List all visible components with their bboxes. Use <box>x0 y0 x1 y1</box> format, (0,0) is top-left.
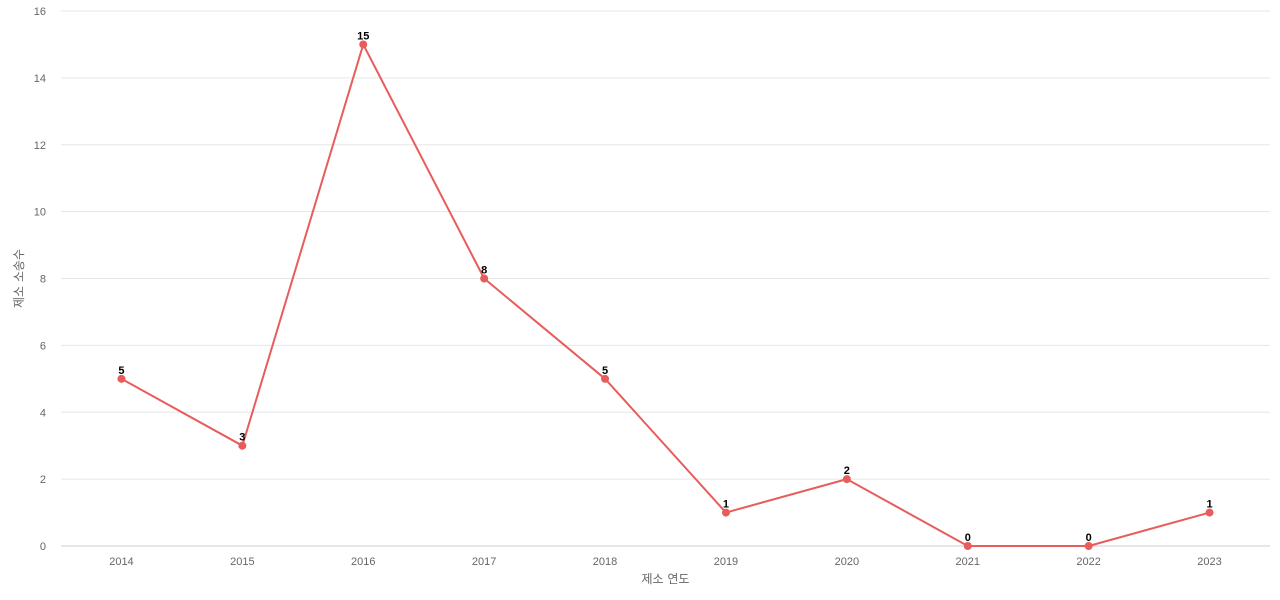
series-layer <box>117 40 1214 550</box>
x-axis-title: 제소 연도 <box>642 572 690 586</box>
y-tick-label: 8 <box>40 274 46 286</box>
y-tick-label: 14 <box>34 73 46 85</box>
data-label: 5 <box>118 365 124 377</box>
x-tick-label: 2020 <box>835 556 859 568</box>
x-axis-ticks: 2014 2015 2016 2017 2018 2019 2020 2021 2022 2023 <box>109 556 1222 568</box>
data-point[interactable] <box>601 374 610 383</box>
data-label: 0 <box>1086 532 1092 544</box>
data-point[interactable] <box>842 475 851 484</box>
x-tick-label: 2015 <box>230 556 254 568</box>
y-tick-label: 2 <box>40 474 46 486</box>
data-point[interactable] <box>963 542 972 550</box>
data-label: 3 <box>239 432 245 444</box>
x-tick-label: 2016 <box>351 556 375 568</box>
data-point[interactable] <box>721 508 730 517</box>
data-label: 0 <box>965 532 971 544</box>
data-label: 8 <box>481 265 487 277</box>
y-tick-label: 12 <box>34 140 46 152</box>
data-label: 5 <box>602 365 608 377</box>
y-axis-title: 제소 소송수 <box>12 249 26 308</box>
data-point[interactable] <box>238 441 247 450</box>
x-tick-label: 2019 <box>714 556 738 568</box>
y-axis-ticks: 0 2 4 6 8 10 12 14 16 <box>34 6 46 553</box>
data-label: 1 <box>1206 499 1212 511</box>
data-point[interactable] <box>1205 508 1214 517</box>
y-tick-label: 6 <box>40 340 46 352</box>
data-point[interactable] <box>480 274 489 283</box>
y-tick-label: 10 <box>34 207 46 219</box>
data-label: 1 <box>723 499 729 511</box>
data-point[interactable] <box>359 40 368 49</box>
x-tick-label: 2017 <box>472 556 496 568</box>
y-tick-label: 0 <box>40 541 46 553</box>
x-tick-label: 2018 <box>593 556 617 568</box>
data-point[interactable] <box>117 374 126 383</box>
x-tick-label: 2021 <box>956 556 980 568</box>
y-tick-label: 16 <box>34 6 46 18</box>
data-label: 2 <box>844 465 850 477</box>
gridlines <box>61 10 1270 480</box>
x-tick-label: 2022 <box>1076 556 1100 568</box>
data-labels: 5 3 15 8 5 1 2 0 0 1 <box>118 30 1212 544</box>
data-label: 15 <box>357 30 369 42</box>
x-tick-label: 2023 <box>1197 556 1221 568</box>
x-tick-label: 2014 <box>109 556 133 568</box>
data-point[interactable] <box>1084 542 1093 550</box>
y-tick-label: 4 <box>40 407 46 419</box>
series-line <box>120 43 1210 547</box>
